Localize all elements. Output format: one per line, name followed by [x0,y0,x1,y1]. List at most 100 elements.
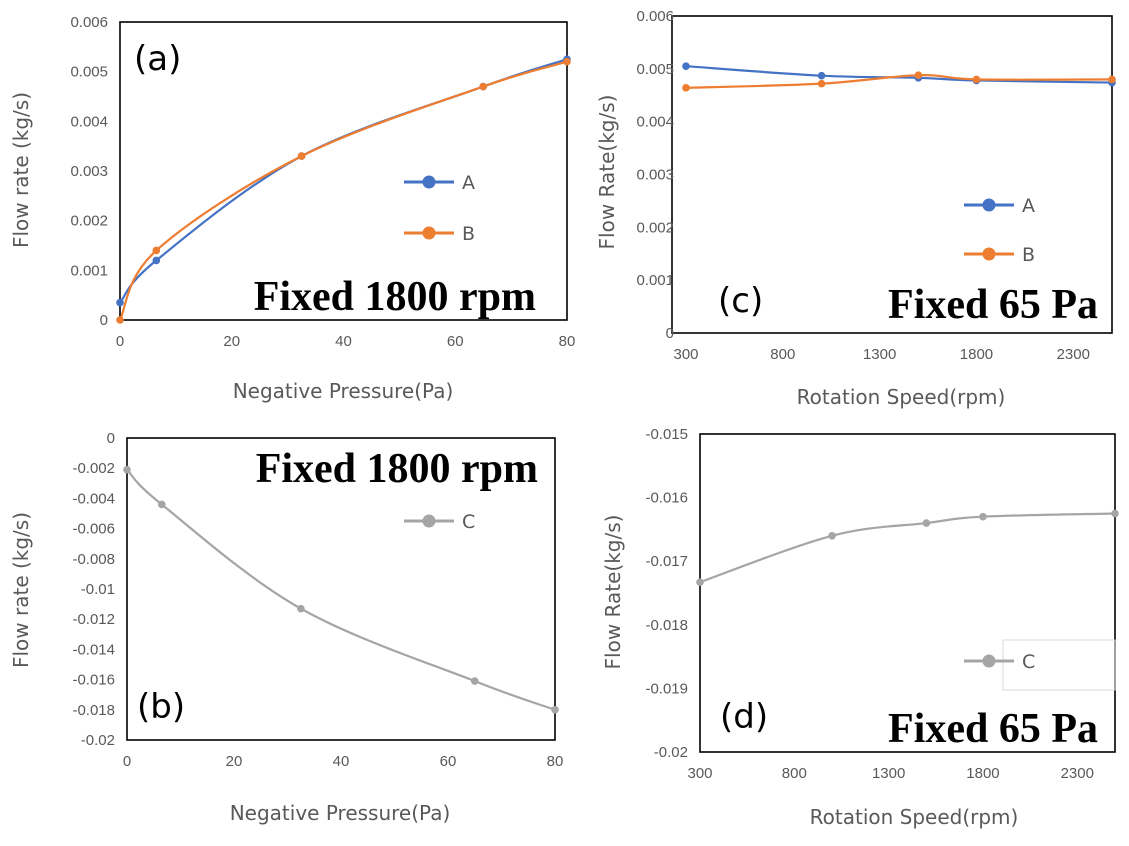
x-axis-title: Rotation Speed(rpm) [810,805,1019,829]
y-tick-label: 0.005 [70,64,108,81]
legend-label-C: C [462,511,475,533]
condition-annotation: Fixed 65 Pa [888,706,1098,752]
data-point-B [479,82,487,91]
y-axis-title: Flow rate (kg/s) [9,512,33,668]
legend-marker-B [982,247,996,261]
y-tick-label: 0.002 [636,219,674,236]
chart-panel-a: 0 0.001 0.002 0.003 0.004 0.005 0.006 0 20 40 60 80… [9,14,575,403]
y-tick-label: -0.012 [72,611,115,628]
panel-label: (a) [134,39,181,79]
y-tick-label: 0.003 [636,167,674,184]
x-tick-label: 300 [673,346,698,363]
data-point-C [696,578,704,586]
legend-marker-A [982,198,996,212]
x-tick-label: 800 [770,346,795,363]
legend-marker-C [982,654,996,668]
x-tick-label: 80 [559,333,576,350]
y-tick-label: -0.016 [72,672,115,689]
y-axis-title: Flow Rate(kg/s) [595,95,619,250]
data-point-C [979,512,987,521]
data-point-C [297,604,305,613]
x-axis-title: Negative Pressure(Pa) [230,801,451,825]
y-tick-label: -0.018 [645,617,688,634]
y-tick-label: 0.006 [636,8,674,25]
x-tick-label: 2300 [1061,765,1094,782]
y-axis-title: Flow Rate(kg/s) [601,515,625,670]
data-point-C [922,519,931,527]
y-axis-title: Flow rate (kg/s) [9,92,33,248]
plot-frame [699,433,1116,753]
series-line-A [119,58,568,304]
condition-annotation: Fixed 65 Pa [888,282,1098,328]
data-point-B [297,152,306,160]
x-tick-label: 20 [223,333,240,350]
legend-label-A: A [462,172,475,194]
condition-annotation: Fixed 1800 rpm [256,446,538,492]
x-tick-label: 0 [116,333,124,350]
data-point-A [682,62,690,70]
plot-frame [119,21,568,321]
data-point-B [682,84,690,92]
legend-label-B: B [1022,244,1035,266]
x-tick-label: 1300 [863,346,896,363]
panel-label: (d) [720,697,768,737]
panel-label: (b) [137,687,185,727]
y-tick-label: -0.014 [72,641,115,658]
legend-label-A: A [1022,195,1035,217]
data-point-C [828,531,836,540]
y-tick-label: -0.02 [654,744,688,761]
data-point-A [817,71,826,80]
data-point-B [1108,75,1116,84]
plot-frame [671,15,1113,334]
x-tick-label: 40 [333,753,350,770]
y-tick-label: 0.004 [70,113,108,130]
data-point-B [972,75,981,84]
data-point-A [152,256,161,265]
legend-box [1002,639,1116,691]
data-point-B [152,246,161,255]
y-tick-label: 0.002 [70,213,108,230]
x-tick-label: 1800 [960,346,993,363]
data-point-C [1111,509,1119,518]
series-line-C [699,512,1116,584]
legend-label-C: C [1022,651,1035,673]
y-tick-label: -0.015 [645,426,688,443]
x-tick-label: 0 [123,753,131,770]
x-tick-label: 60 [440,753,457,770]
y-tick-label: -0.016 [645,490,688,507]
data-point-C [470,677,479,685]
data-point-B [817,79,826,88]
legend-marker-C [422,514,436,528]
x-axis-title: Rotation Speed(rpm) [797,385,1006,409]
y-tick-label: -0.004 [72,490,115,507]
y-tick-label: -0.01 [81,581,115,598]
y-tick-label: 0.001 [636,272,674,289]
chart-panel-c: 0 0.001 0.002 0.003 0.004 0.005 0.006 300 800 130… [595,8,1116,409]
plot-frame [126,437,556,741]
legend-marker-A [422,175,436,189]
data-point-C [157,500,166,509]
x-tick-label: 1800 [966,765,999,782]
y-tick-label: 0 [107,430,115,447]
y-tick-label: -0.008 [72,551,115,568]
y-tick-label: -0.002 [72,460,115,477]
x-tick-label: 20 [226,753,243,770]
y-tick-label: 0 [100,312,108,329]
condition-annotation: Fixed 1800 rpm [254,274,536,320]
x-tick-label: 800 [782,765,807,782]
data-point-B [116,316,124,324]
series-line-C [126,468,556,711]
y-tick-label: 0 [666,325,674,342]
legend-label-B: B [462,223,475,245]
x-tick-label: 80 [547,753,564,770]
x-tick-label: 40 [335,333,352,350]
data-point-C [123,465,131,474]
x-axis-title: Negative Pressure(Pa) [233,379,454,403]
chart-panel-d: -0.015 -0.016 -0.017 -0.018 -0.019 -0.02 300 80… [601,426,1119,829]
y-tick-label: -0.02 [81,732,115,749]
x-tick-label: 60 [447,333,464,350]
data-point-B [563,57,571,66]
data-point-C [551,706,559,714]
x-tick-label: 300 [687,765,712,782]
